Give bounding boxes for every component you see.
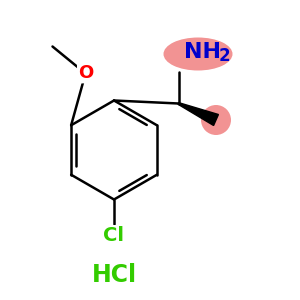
Text: 2: 2 xyxy=(218,47,230,65)
Text: HCl: HCl xyxy=(92,262,136,286)
Text: Cl: Cl xyxy=(103,226,124,245)
Polygon shape xyxy=(178,103,218,125)
Text: NH: NH xyxy=(184,43,221,62)
Circle shape xyxy=(201,105,231,135)
Text: O: O xyxy=(78,64,93,82)
Ellipse shape xyxy=(164,38,232,70)
